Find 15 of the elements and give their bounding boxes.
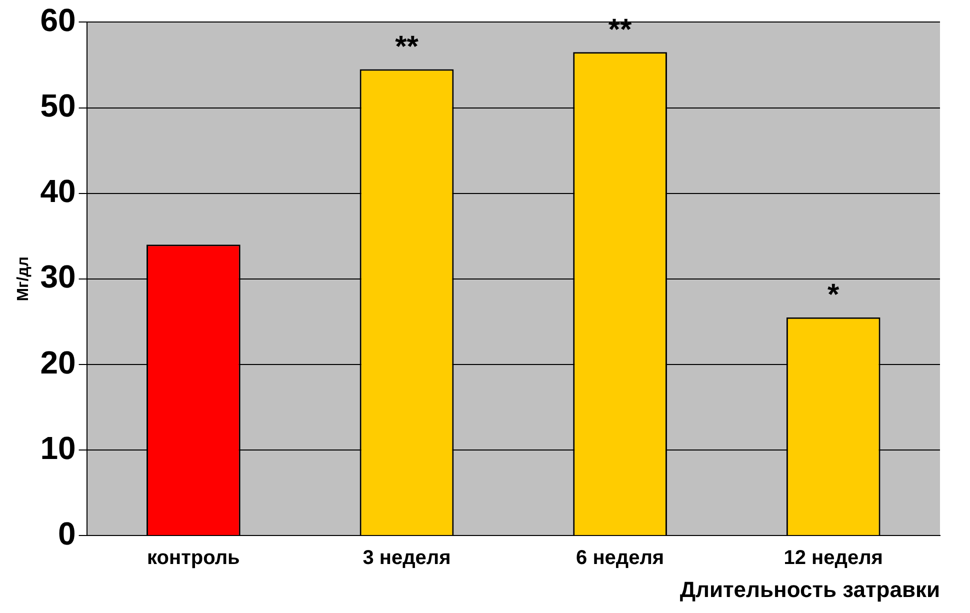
annotation: ** (395, 30, 419, 64)
y-tick-label: 10 (40, 430, 76, 466)
x-tick-label: 6 неделя (576, 547, 664, 570)
y-tick-label: 60 (40, 2, 76, 38)
x-tick-label: 12 неделя (784, 547, 883, 570)
y-tick-label: 30 (40, 258, 76, 295)
x-axis-title: Длительность затравки (680, 576, 940, 602)
y-tick-label: 50 (40, 88, 76, 124)
y-axis-title: Мг/дл (15, 256, 32, 302)
annotation: * (828, 278, 840, 312)
y-tick-label: 0 (58, 515, 76, 552)
y-tick-label: 20 (40, 344, 76, 380)
y-tick-label: 40 (40, 173, 76, 210)
x-tick-label: 3 неделя (362, 547, 451, 570)
x-tick-label: контроль (147, 547, 240, 570)
